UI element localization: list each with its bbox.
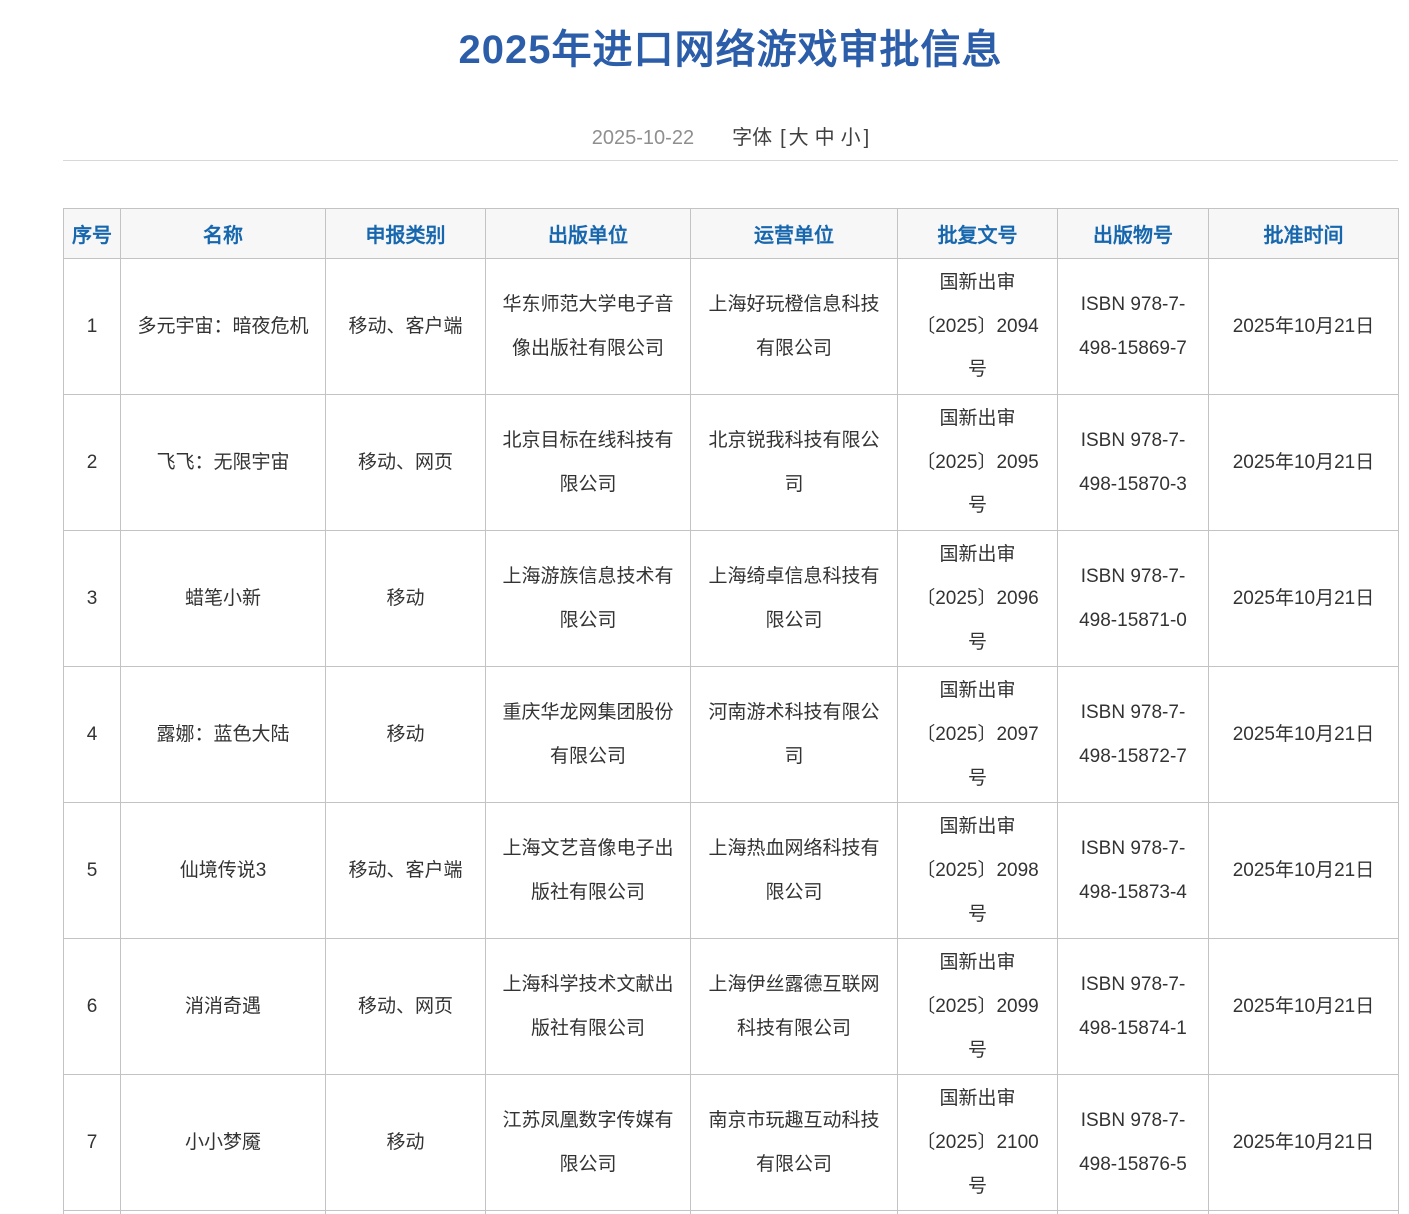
cell-name: 蜡笔小新 [120, 530, 326, 668]
table-row: 3 蜡笔小新 移动 上海游族信息技术有限公司 上海绮卓信息科技有限公司 国新出审〔2025… [63, 530, 1399, 668]
cell-approval-date: 2025年10月21日 [1208, 394, 1399, 532]
font-size-large-link[interactable]: 大 [788, 127, 809, 149]
cell-approval-no: 国新出审〔2025〕2094号 [897, 257, 1058, 396]
cell-operator: 上海绮卓信息科技有限公司 [690, 530, 898, 668]
cell-isbn: ISBN 978-7-498-15871-0 [1057, 530, 1209, 668]
page-title: 2025年进口网络游戏审批信息 [458, 28, 1003, 72]
cell-approval-date: 2025年10月21日 [1208, 1074, 1399, 1212]
publish-date: 2025-10-22 [591, 127, 695, 149]
cell-publisher: 江苏凤凰数字传媒有限公司 [485, 1074, 691, 1212]
cell-operator: 河南游术科技有限公司 [690, 666, 898, 804]
cell-approval-no: 国新出审〔2025〕2096号 [897, 530, 1058, 668]
table-row: 4 露娜：蓝色大陆 移动 重庆华龙网集团股份有限公司 河南游术科技有限公司 国新出审〔20… [63, 666, 1399, 804]
table-row: 2 飞飞：无限宇宙 移动、网页 北京目标在线科技有限公司 北京锐我科技有限公司 国新出审〔… [63, 394, 1399, 532]
cell-publisher: 上海科学技术文献出版社有限公司 [485, 938, 691, 1076]
cell-isbn: ISBN 978-7-498-15876-5 [1057, 1074, 1209, 1212]
cell-approval-no: 国新出审〔2025〕2099号 [897, 938, 1058, 1076]
cell-approval-date: 2025年10月21日 [1208, 938, 1399, 1076]
cell-name: 飞飞：无限宇宙 [120, 394, 326, 532]
cell-isbn: ISBN 978-7-498-15872-7 [1057, 666, 1209, 804]
table-header-row: 序号 名称 申报类别 出版单位 运营单位 批复文号 出版物号 批准时间 [63, 208, 1399, 259]
cell-category: 移动 [325, 666, 486, 804]
cell-operator: 上海伊丝露德互联网科技有限公司 [690, 938, 898, 1076]
column-header-approval-date: 批准时间 [1208, 208, 1399, 259]
cell-name: 消消奇遇 [120, 938, 326, 1076]
table-row: 6 消消奇遇 移动、网页 上海科学技术文献出版社有限公司 上海伊丝露德互联网科技有限公司… [63, 938, 1399, 1076]
column-header-category: 申报类别 [325, 208, 486, 259]
column-header-approval-no: 批复文号 [897, 208, 1058, 259]
column-header-publisher: 出版单位 [485, 208, 691, 259]
cell-approval-no: 国新出审〔2025〕2095号 [897, 394, 1058, 532]
cell-category: 移动 [325, 530, 486, 668]
cell-approval-no: 国新出审〔2025〕2098号 [897, 802, 1058, 940]
column-header-name: 名称 [120, 208, 326, 259]
cell-operator: 南京市玩趣互动科技有限公司 [690, 1074, 898, 1212]
partial-next-row [63, 1210, 1399, 1214]
cell-no: 7 [63, 1074, 121, 1212]
cell-name: 小小梦魇 [120, 1074, 326, 1212]
page-content: 2025年进口网络游戏审批信息 2025-10-22 字体 [大中小] 序号 名称 … [63, 0, 1399, 1214]
cell-isbn: ISBN 978-7-498-15870-3 [1057, 394, 1209, 532]
cell-name: 多元宇宙：暗夜危机 [120, 257, 326, 396]
cell-category: 移动、网页 [325, 394, 486, 532]
cell-category: 移动、客户端 [325, 257, 486, 396]
bracket-open: [ [780, 127, 786, 149]
cell-no: 6 [63, 938, 121, 1076]
cell-no: 2 [63, 394, 121, 532]
cell-publisher: 北京目标在线科技有限公司 [485, 394, 691, 532]
cell-approval-no: 国新出审〔2025〕2100号 [897, 1074, 1058, 1212]
column-header-operator: 运营单位 [690, 208, 898, 259]
cell-approval-date: 2025年10月21日 [1208, 530, 1399, 668]
approval-table: 序号 名称 申报类别 出版单位 运营单位 批复文号 出版物号 批准时间 1 多元宇… [63, 208, 1399, 1214]
table-row: 1 多元宇宙：暗夜危机 移动、客户端 华东师范大学电子音像出版社有限公司 上海好玩橙信息… [63, 257, 1399, 396]
table-row: 5 仙境传说3 移动、客户端 上海文艺音像电子出版社有限公司 上海热血网络科技有限公司国… [63, 802, 1399, 940]
cell-isbn: ISBN 978-7-498-15873-4 [1057, 802, 1209, 940]
cell-name: 仙境传说3 [120, 802, 326, 940]
font-size-medium-link[interactable]: 中 [814, 127, 835, 149]
cell-no: 5 [63, 802, 121, 940]
cell-publisher: 上海游族信息技术有限公司 [485, 530, 691, 668]
cell-publisher: 上海文艺音像电子出版社有限公司 [485, 802, 691, 940]
cell-no: 1 [63, 257, 121, 396]
cell-publisher: 重庆华龙网集团股份有限公司 [485, 666, 691, 804]
cell-category: 移动 [325, 1074, 486, 1212]
cell-operator: 上海好玩橙信息科技有限公司 [690, 257, 898, 396]
cell-category: 移动、网页 [325, 938, 486, 1076]
cell-no: 4 [63, 666, 121, 804]
table-row: 7 小小梦魇 移动 江苏凤凰数字传媒有限公司 南京市玩趣互动科技有限公司 国新出审〔202… [63, 1074, 1399, 1212]
cell-operator: 上海热血网络科技有限公司 [690, 802, 898, 940]
font-size-small-link[interactable]: 小 [840, 127, 861, 149]
cell-category: 移动、客户端 [325, 802, 486, 940]
cell-approval-date: 2025年10月21日 [1208, 257, 1399, 396]
cell-operator: 北京锐我科技有限公司 [690, 394, 898, 532]
cell-approval-date: 2025年10月21日 [1208, 666, 1399, 804]
column-header-isbn: 出版物号 [1057, 208, 1209, 259]
cell-isbn: ISBN 978-7-498-15874-1 [1057, 938, 1209, 1076]
cell-isbn: ISBN 978-7-498-15869-7 [1057, 257, 1209, 396]
bracket-close: ] [863, 127, 870, 149]
cell-publisher: 华东师范大学电子音像出版社有限公司 [485, 257, 691, 396]
cell-no: 3 [63, 530, 121, 668]
column-header-no: 序号 [63, 208, 121, 259]
title-divider [63, 160, 1398, 161]
table-body: 1 多元宇宙：暗夜危机 移动、客户端 华东师范大学电子音像出版社有限公司 上海好玩橙信息… [63, 257, 1399, 1214]
meta-line: 2025-10-22 字体 [大中小] [63, 126, 1398, 150]
cell-approval-no: 国新出审〔2025〕2097号 [897, 666, 1058, 804]
cell-approval-date: 2025年10月21日 [1208, 802, 1399, 940]
font-size-label: 字体 [732, 127, 773, 149]
cell-name: 露娜：蓝色大陆 [120, 666, 326, 804]
